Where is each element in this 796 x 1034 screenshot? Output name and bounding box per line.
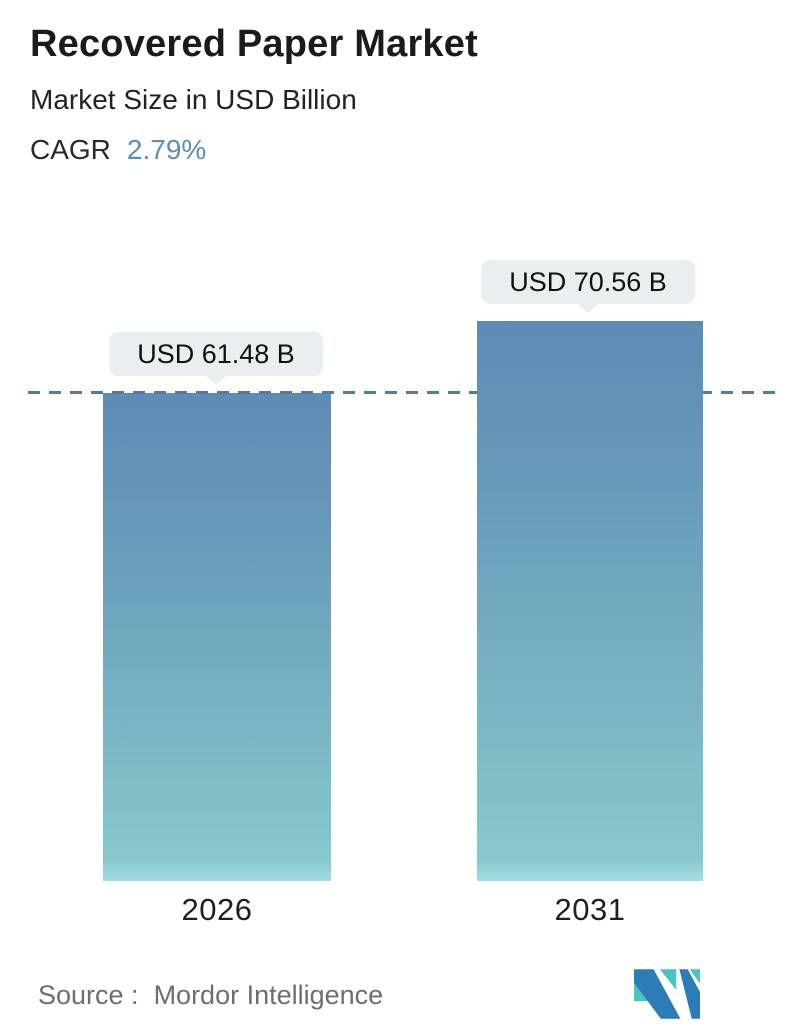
value-label-2026: USD 61.48 B: [109, 332, 323, 376]
bar-2031[interactable]: [477, 321, 703, 881]
x-axis-label-2026: 2026: [181, 892, 253, 927]
mordor-intelligence-logo: [634, 969, 700, 1019]
logo-teal-right-triangle: [689, 969, 700, 984]
source-label: Source :: [38, 980, 139, 1010]
cagr-value: 2.79%: [126, 134, 207, 165]
chart-header: Recovered Paper Market Market Size in US…: [30, 20, 478, 167]
cagr-label: CAGR: [30, 134, 111, 165]
chart-title: Recovered Paper Market: [30, 23, 478, 65]
chart-subtitle: Market Size in USD Billion: [30, 84, 357, 115]
source-value: Mordor Intelligence: [153, 980, 384, 1010]
logo-teal-mid-triangle: [659, 969, 677, 990]
logo-blue-left-band: [634, 969, 681, 1019]
x-axis-label-2031: 2031: [554, 892, 626, 927]
reference-dashed-line: [28, 391, 775, 394]
source-attribution: Source : Mordor Intelligence: [38, 980, 383, 1011]
bar-2026[interactable]: [103, 393, 331, 881]
value-label-2031: USD 70.56 B: [481, 260, 695, 304]
cagr-row: CAGR 2.79%: [30, 133, 478, 167]
logo-blue-right-band: [679, 969, 700, 1019]
